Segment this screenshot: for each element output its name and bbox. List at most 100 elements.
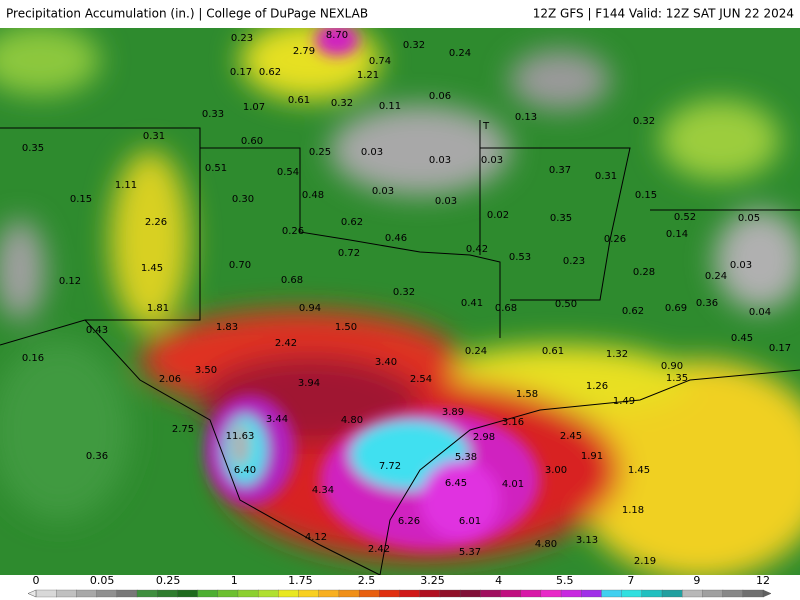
point-value: 0.41 [461,298,483,309]
point-value: 0.03 [730,260,752,271]
colorbar-swatch [459,589,481,598]
point-value: 0.05 [738,213,760,224]
point-value: 4.80 [535,539,557,550]
point-value: 0.11 [379,101,401,112]
colorbar-label: 5.5 [556,574,574,587]
colorbar-label: 12 [756,574,770,587]
colorbar-swatch [601,589,623,598]
point-value: 0.74 [369,56,391,67]
colorbar-swatch [419,589,441,598]
point-value: 0.23 [231,33,253,44]
colorbar-swatch [298,589,320,598]
colorbar-label: 1 [231,574,238,587]
point-value: 3.40 [375,357,397,368]
point-value: 2.45 [560,431,582,442]
point-value: 0.24 [449,48,471,59]
colorbar-swatch [500,589,522,598]
point-value: 2.54 [410,374,432,385]
point-value: 0.43 [86,325,108,336]
point-value: 0.03 [429,155,451,166]
point-value: 6.26 [398,516,420,527]
point-value: 2.42 [368,544,390,555]
point-value: 0.32 [403,40,425,51]
point-value: 6.40 [234,465,256,476]
colorbar-swatch [237,589,259,598]
point-value: 0.54 [277,167,299,178]
colorbar-label: 0 [33,574,40,587]
point-value: 0.94 [299,303,321,314]
point-value: 0.03 [372,186,394,197]
point-value: 4.80 [341,415,363,426]
point-value: 3.13 [576,535,598,546]
point-value: 0.23 [563,256,585,267]
point-value: 0.68 [495,303,517,314]
point-value: 0.37 [549,165,571,176]
point-value: 0.46 [385,233,407,244]
point-value: 3.50 [195,365,217,376]
point-value: 0.32 [331,98,353,109]
colorbar-swatch [560,589,582,598]
point-value: 0.06 [429,91,451,102]
colorbar-swatch [379,589,401,598]
point-value: 0.17 [230,67,252,78]
point-value: 1.58 [516,389,538,400]
point-value: 0.62 [259,67,281,78]
colorbar-swatch [257,589,279,598]
colorbar-label: 0.05 [90,574,115,587]
point-value: 0.14 [666,229,688,240]
point-value: 1.32 [606,349,628,360]
point-value: 0.26 [604,234,626,245]
point-value: 0.15 [70,194,92,205]
point-value: 0.48 [302,190,324,201]
point-value: 0.36 [86,451,108,462]
colorbar-swatch [742,589,764,598]
point-value: 1.91 [581,451,603,462]
colorbar-swatch [116,589,138,598]
point-value: 3.94 [298,378,320,389]
point-value: 3.44 [266,414,288,425]
point-value: 0.31 [143,131,165,142]
point-value: 3.00 [545,465,567,476]
point-value: 0.61 [542,346,564,357]
colorbar-label: 3.25 [420,574,445,587]
colorbar-swatch [641,589,663,598]
point-value: 0.33 [202,109,224,120]
colorbar-label: 2.5 [358,574,376,587]
colorbar-swatch [136,589,158,598]
colorbar-swatch [682,589,704,598]
point-value: 0.25 [309,147,331,158]
header-bar [0,0,800,28]
point-value: 2.06 [159,374,181,385]
point-value: 0.15 [635,190,657,201]
point-value: 0.03 [481,155,503,166]
colorbar-swatch [278,589,300,598]
colorbar-swatch [581,589,603,598]
colorbar-swatch [76,589,98,598]
colorbar-swatch [439,589,461,598]
colorbar-swatch [197,589,219,598]
point-value: 1.81 [147,303,169,314]
point-value: 0.61 [288,95,310,106]
colorbar-swatch [399,589,421,598]
point-value: 0.69 [665,303,687,314]
point-value: 1.18 [622,505,644,516]
colorbar-swatch [702,589,724,598]
colorbar-swatch [621,589,643,598]
point-value: 3.16 [502,417,524,428]
point-value: 2.26 [145,217,167,228]
colorbar-swatch [358,589,380,598]
point-value: 0.24 [705,271,727,282]
point-value: 0.04 [749,307,771,318]
map-field [0,20,800,580]
colorbar-swatch [217,589,239,598]
point-value: 0.28 [633,267,655,278]
point-value: 4.12 [305,532,327,543]
colorbar-label: 1.75 [288,574,313,587]
point-value: 0.13 [515,112,537,123]
colorbar-swatch [520,589,542,598]
point-value: 0.24 [465,346,487,357]
point-value: 2.75 [172,424,194,435]
point-value: 0.90 [661,361,683,372]
point-value: 1.26 [586,381,608,392]
point-value: 5.37 [459,547,481,558]
